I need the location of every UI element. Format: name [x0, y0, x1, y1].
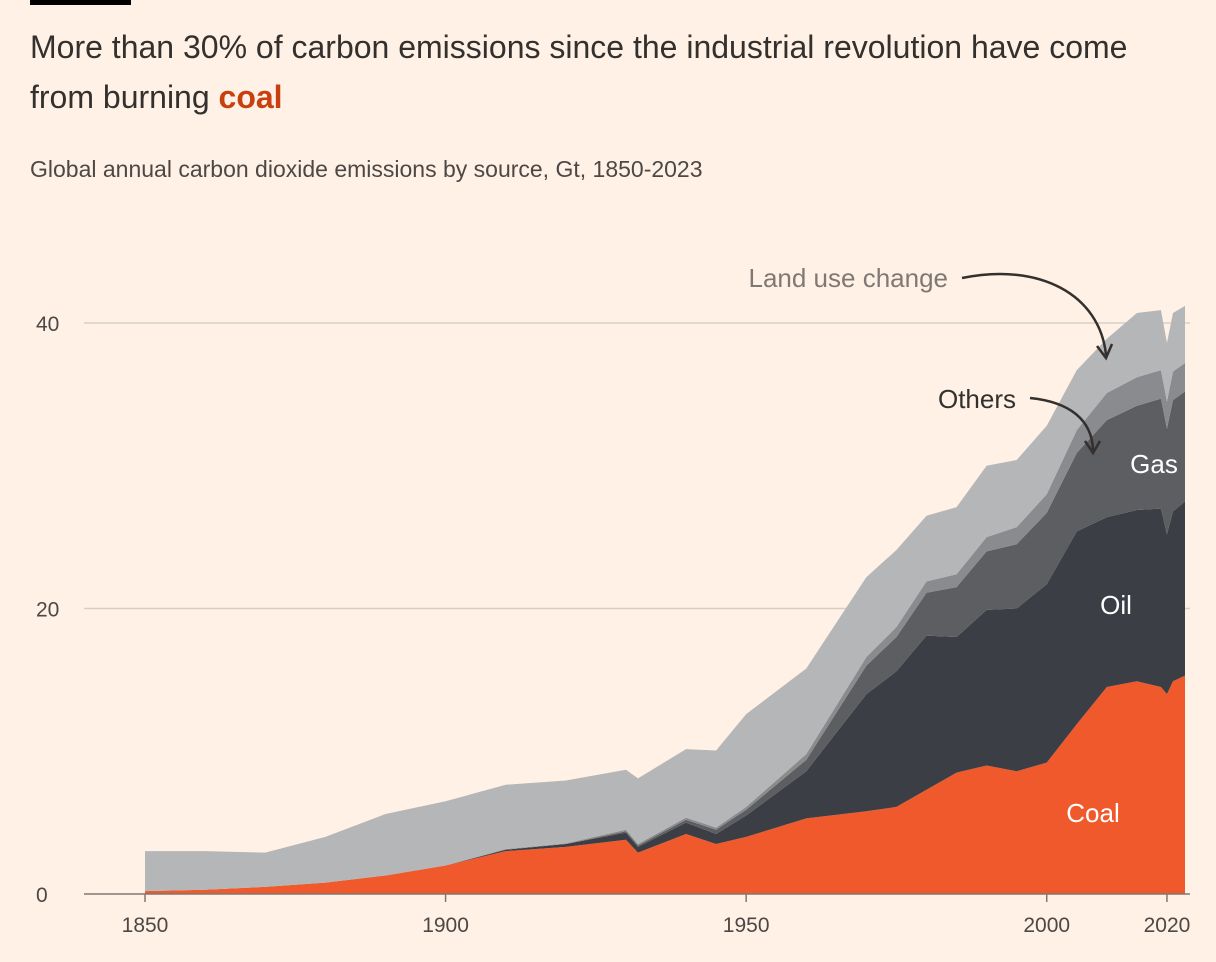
x-tick-label-1850: 1850 — [122, 914, 169, 937]
area-oil — [145, 501, 1185, 892]
series-label-coal: Coal — [1066, 798, 1119, 828]
area-coal — [145, 675, 1185, 894]
series-label-oil: Oil — [1100, 590, 1132, 620]
y-tick-label-20: 20 — [36, 599, 59, 622]
area-land-use-change — [145, 305, 1185, 892]
y-tick-label-40: 40 — [36, 313, 59, 336]
title-highlight: coal — [218, 79, 283, 115]
x-tick-label-2000: 2000 — [1023, 914, 1070, 937]
series-labels: Coal Oil Gas Others Land use change — [748, 263, 1177, 828]
land-use-arrow — [961, 272, 1108, 356]
series-label-land-use-change: Land use change — [748, 263, 948, 293]
x-tick-label-2020: 2020 — [1144, 914, 1191, 937]
chart-subtitle: Global annual carbon dioxide emissions b… — [30, 156, 703, 182]
brand-bar — [30, 0, 131, 5]
y-tick-label-0: 0 — [36, 884, 48, 907]
title-main: More than 30% of carbon emissions since … — [30, 29, 1128, 115]
series-label-others: Others — [938, 384, 1016, 414]
others-arrow — [1029, 396, 1095, 451]
series-label-gas: Gas — [1130, 449, 1178, 479]
area-layers — [145, 305, 1185, 894]
chart-title: More than 30% of carbon emissions since … — [30, 22, 1180, 122]
x-tick-label-1900: 1900 — [422, 914, 469, 937]
annotation-arrows — [961, 272, 1114, 456]
y-axis: 0 20 40 — [36, 313, 59, 907]
x-axis: 1850 1900 1950 2000 2020 — [122, 894, 1191, 937]
x-tick-label-1950: 1950 — [723, 914, 770, 937]
land-use-arrowhead — [1096, 343, 1114, 361]
others-arrowhead — [1083, 440, 1102, 456]
